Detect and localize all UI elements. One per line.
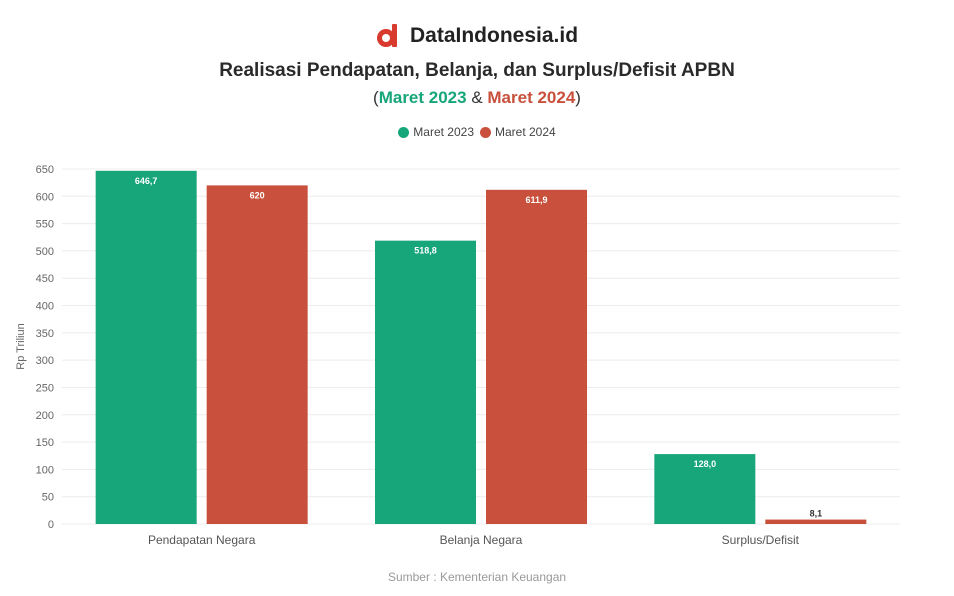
subtitle-amp: & <box>466 88 488 107</box>
brand-header: DataIndonesia.id <box>0 20 954 52</box>
bar-value-label: 611,9 <box>525 195 547 205</box>
subtitle-open: ( <box>373 88 379 107</box>
bar-value-label: 646,7 <box>135 176 158 186</box>
x-category-label: Pendapatan Negara <box>148 533 256 547</box>
y-tick-label: 450 <box>36 273 54 285</box>
y-tick-label: 550 <box>36 219 54 231</box>
bar-maret-2024 <box>206 185 308 524</box>
bar-maret-2024 <box>486 189 587 524</box>
bar-value-label: 8,1 <box>810 509 823 519</box>
dataindonesia-logo-icon <box>376 24 397 47</box>
y-tick-label: 250 <box>36 382 54 394</box>
legend-dot-icon <box>398 126 410 138</box>
y-tick-label: 150 <box>36 437 54 449</box>
bar-maret-2023 <box>95 170 197 524</box>
subtitle-period-1: Maret 2023 <box>378 88 467 107</box>
y-tick-label: 300 <box>36 355 54 367</box>
y-axis-title: Rp Triliun <box>15 323 27 369</box>
y-tick-label: 400 <box>36 301 54 313</box>
y-tick-label: 100 <box>36 464 54 476</box>
bar-maret-2023 <box>654 454 756 524</box>
legend-label: Maret 2024 <box>495 125 556 139</box>
y-tick-label: 200 <box>36 410 54 422</box>
subtitle-close: ) <box>575 88 581 107</box>
bar-maret-2023 <box>375 240 476 524</box>
subtitle-period-2: Maret 2024 <box>487 88 576 107</box>
y-tick-label: 500 <box>36 246 54 258</box>
y-tick-label: 50 <box>42 492 54 504</box>
bar-value-label: 518,8 <box>414 246 437 256</box>
chart-title: Realisasi Pendapatan, Belanja, dan Surpl… <box>219 60 735 81</box>
bar-value-label: 128,0 <box>694 459 717 469</box>
legend-item-maret-2023[interactable]: Maret 2023 <box>398 125 474 139</box>
legend-label: Maret 2023 <box>413 125 474 139</box>
legend-item-maret-2024[interactable]: Maret 2024 <box>480 125 556 139</box>
brand-name: DataIndonesia.id <box>409 24 579 47</box>
chart-legend: Maret 2023 Maret 2024 <box>0 125 954 139</box>
legend-dot-icon <box>480 126 491 138</box>
y-tick-label: 650 <box>36 164 54 176</box>
y-tick-label: 350 <box>36 328 54 340</box>
y-tick-label: 600 <box>36 191 54 203</box>
y-tick-label: 0 <box>48 519 54 531</box>
x-category-label: Surplus/Defisit <box>722 533 800 547</box>
chart-subtitle: (Maret 2023 & Maret 2024) <box>0 88 954 108</box>
bar-maret-2024 <box>765 519 867 524</box>
source-note: Sumber : Kementerian Keuangan <box>387 570 567 584</box>
bar-value-label: 620 <box>250 190 265 200</box>
x-category-label: Belanja Negara <box>440 533 523 547</box>
